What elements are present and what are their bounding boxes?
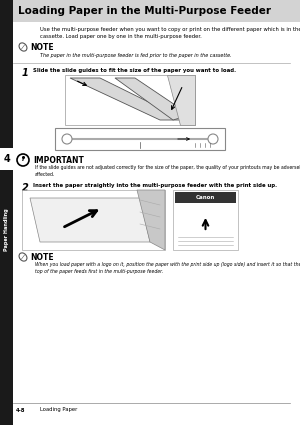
Bar bbox=[55, 128, 225, 150]
Text: NOTE: NOTE bbox=[30, 252, 54, 261]
Circle shape bbox=[208, 134, 218, 144]
Text: 4: 4 bbox=[3, 154, 10, 164]
Text: Use the multi-purpose feeder when you want to copy or print on the different pap: Use the multi-purpose feeder when you wa… bbox=[40, 27, 300, 39]
Bar bbox=[0, 0, 13, 425]
Text: The paper in the multi-purpose feeder is fed prior to the paper in the cassette.: The paper in the multi-purpose feeder is… bbox=[40, 53, 232, 58]
Bar bbox=[65, 75, 195, 125]
Bar bbox=[175, 192, 236, 203]
Bar bbox=[13, 0, 300, 22]
Ellipse shape bbox=[19, 253, 27, 261]
Text: 2: 2 bbox=[22, 183, 29, 193]
Ellipse shape bbox=[19, 43, 27, 51]
Text: Canon: Canon bbox=[196, 195, 215, 200]
Text: Loading Paper in the Multi-Purpose Feeder: Loading Paper in the Multi-Purpose Feede… bbox=[18, 6, 271, 16]
Text: Insert the paper straightly into the multi-purpose feeder with the print side up: Insert the paper straightly into the mul… bbox=[33, 183, 277, 188]
Text: NOTE: NOTE bbox=[30, 42, 54, 51]
Bar bbox=[0, 148, 13, 170]
Text: When you load paper with a logo on it, position the paper with the print side up: When you load paper with a logo on it, p… bbox=[35, 262, 300, 274]
Text: 4-8: 4-8 bbox=[16, 408, 26, 413]
Polygon shape bbox=[70, 78, 185, 120]
Text: i: i bbox=[22, 156, 24, 162]
Polygon shape bbox=[30, 198, 150, 242]
Text: If the slide guides are not adjusted correctly for the size of the paper, the qu: If the slide guides are not adjusted cor… bbox=[35, 165, 300, 177]
Polygon shape bbox=[115, 78, 190, 120]
Text: 1: 1 bbox=[22, 68, 29, 78]
Bar bbox=[173, 190, 238, 250]
Circle shape bbox=[17, 154, 29, 166]
Circle shape bbox=[62, 134, 72, 144]
Text: Slide the slide guides to fit the size of the paper you want to load.: Slide the slide guides to fit the size o… bbox=[33, 68, 236, 73]
Text: IMPORTANT: IMPORTANT bbox=[33, 156, 84, 164]
Text: Paper Handling: Paper Handling bbox=[4, 209, 9, 251]
Polygon shape bbox=[137, 190, 165, 250]
Text: Loading Paper: Loading Paper bbox=[40, 408, 77, 413]
Bar bbox=[22, 190, 165, 250]
Polygon shape bbox=[167, 75, 195, 125]
